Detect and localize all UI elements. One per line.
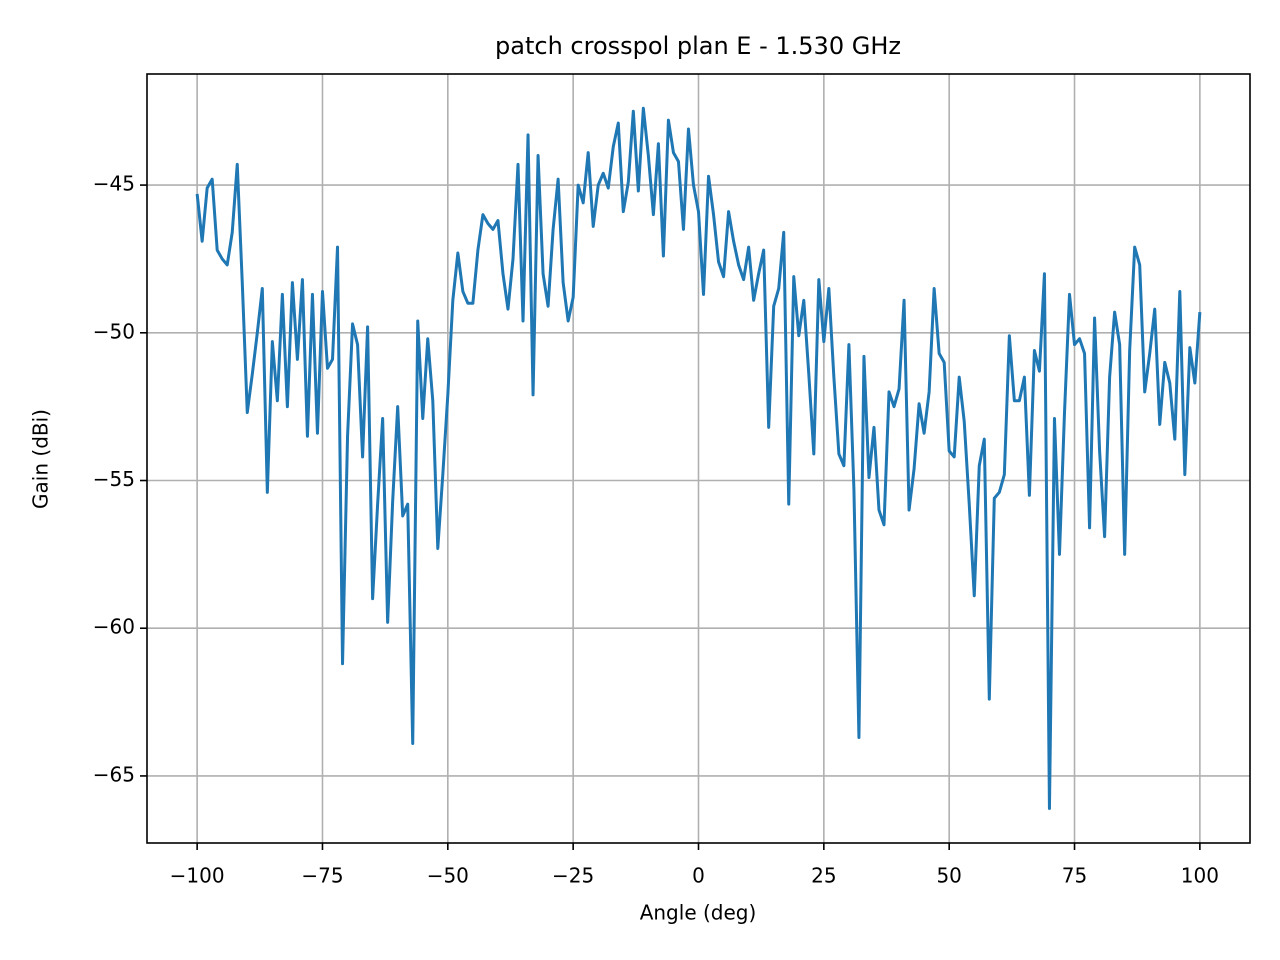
y-tick-label: −55 [93,467,135,491]
y-axis-label: Gain (dBi) [29,409,53,509]
x-tick-label: −50 [427,864,469,888]
chart-title: patch crosspol plan E - 1.530 GHz [495,32,901,60]
x-tick-label: 75 [1062,864,1087,888]
x-tick-label: −25 [552,864,594,888]
y-tick-label: −60 [93,615,135,639]
x-tick-label: 0 [692,864,705,888]
y-tick-label: −45 [93,172,135,196]
data-line [195,106,1202,810]
plot-frame [146,73,1251,844]
y-tick-label: −50 [93,319,135,343]
x-tick-label: 100 [1181,864,1219,888]
x-tick-label: −100 [170,864,225,888]
x-axis-label: Angle (deg) [640,901,757,925]
x-tick-label: 50 [936,864,961,888]
y-tick-label: −65 [93,762,135,786]
x-tick-label: 25 [811,864,836,888]
x-tick-label: −75 [301,864,343,888]
